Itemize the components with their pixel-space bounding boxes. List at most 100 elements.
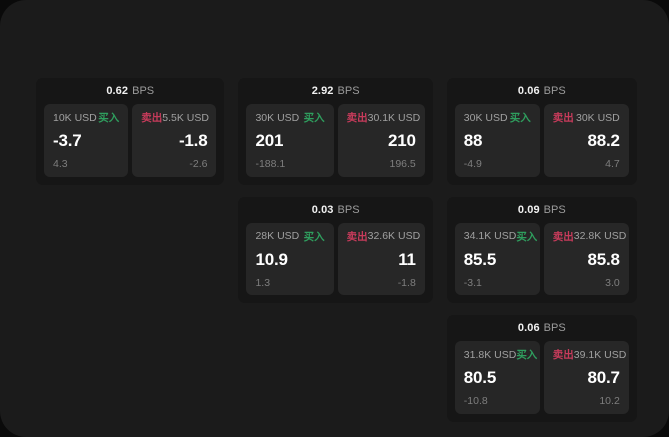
- sell-price: 80.7: [587, 368, 620, 387]
- buy-size-label: 31.8K USD: [463, 348, 517, 361]
- buy-size-label: 30K USD: [255, 111, 300, 124]
- quote-column-1: 0.62 BPS 10K USD 买入 -3.7 4.3 卖出: [36, 78, 225, 422]
- sell-size-label: 39.1K USD: [573, 348, 627, 361]
- sell-panel-header: 卖出 30K USD: [552, 111, 620, 125]
- buy-panel-header: 34.1K USD 买入: [463, 230, 538, 243]
- buy-delta: -188.1: [255, 158, 286, 170]
- sell-panel-header: 卖出 30.1K USD: [346, 111, 421, 125]
- bps-value: 0.03: [311, 203, 334, 216]
- sell-panel[interactable]: 卖出 39.1K USD 80.7 10.2: [543, 341, 629, 414]
- sell-delta: 3.0: [605, 276, 620, 289]
- sell-size-label: 5.5K USD: [162, 111, 209, 124]
- buy-delta: 1.3: [255, 276, 271, 289]
- sell-price: 88.2: [587, 131, 620, 150]
- quote-card[interactable]: 0.62 BPS 10K USD 买入 -3.7 4.3 卖出: [36, 78, 225, 185]
- card-body: 30K USD 买入 201 -188.1 卖出 30.1K USD 210 1…: [238, 104, 432, 185]
- sell-panel[interactable]: 卖出 30K USD 88.2 4.7: [543, 104, 629, 177]
- card-header: 2.92 BPS: [238, 78, 433, 104]
- sell-panel[interactable]: 卖出 32.6K USD 11 -1.8: [337, 222, 425, 295]
- sell-size-label: 32.6K USD: [367, 230, 421, 242]
- card-header: 0.06 BPS: [446, 78, 637, 104]
- sell-price: 85.8: [587, 249, 620, 269]
- buy-panel-header: 10K USD 买入: [53, 111, 120, 125]
- quote-card[interactable]: 0.03 BPS 28K USD 买入 10.9 1.3 卖出: [238, 196, 433, 304]
- sell-action-label[interactable]: 卖出: [552, 349, 574, 361]
- card-header: 0.06 BPS: [446, 315, 637, 341]
- buy-size-label: 34.1K USD: [463, 230, 517, 242]
- buy-action-label[interactable]: 买入: [516, 349, 538, 361]
- bps-unit-label: BPS: [337, 85, 360, 97]
- buy-panel[interactable]: 31.8K USD 买入 80.5 -10.8: [454, 341, 540, 414]
- buy-panel[interactable]: 30K USD 买入 88 -4.9: [454, 104, 540, 177]
- buy-price: 80.5: [463, 368, 497, 387]
- sell-panel[interactable]: 卖出 30.1K USD 210 196.5: [337, 104, 425, 177]
- buy-delta: 4.3: [53, 158, 68, 170]
- buy-price: 85.5: [463, 249, 497, 269]
- bps-value: 0.06: [517, 85, 540, 97]
- bps-value: 0.09: [517, 203, 540, 216]
- bps-unit-label: BPS: [543, 85, 566, 97]
- bps-unit-label: BPS: [132, 85, 155, 97]
- buy-size-label: 30K USD: [463, 111, 508, 124]
- buy-price: 88: [463, 131, 483, 150]
- card-body: 10K USD 买入 -3.7 4.3 卖出 5.5K USD -1.8 -2.…: [36, 104, 224, 185]
- buy-panel[interactable]: 10K USD 买入 -3.7 4.3: [44, 104, 129, 177]
- sell-delta: 10.2: [599, 395, 620, 407]
- sell-panel[interactable]: 卖出 5.5K USD -1.8 -2.6: [132, 104, 217, 177]
- bps-value: 0.62: [106, 85, 129, 97]
- sell-action-label[interactable]: 卖出: [552, 230, 574, 243]
- buy-price: 10.9: [255, 249, 288, 269]
- buy-action-label[interactable]: 买入: [98, 112, 120, 124]
- sell-action-label[interactable]: 卖出: [346, 230, 368, 243]
- sell-panel-header: 卖出 32.6K USD: [346, 230, 421, 243]
- sell-action-label[interactable]: 卖出: [552, 112, 574, 124]
- sell-price: 210: [388, 131, 416, 150]
- card-body: 28K USD 买入 10.9 1.3 卖出 32.6K USD 11 -1.8: [238, 222, 432, 304]
- buy-price: 201: [255, 131, 284, 150]
- buy-panel-header: 31.8K USD 买入: [463, 348, 538, 362]
- quote-column-2: 2.92 BPS 30K USD 买入 201 -188.1 卖出: [238, 78, 433, 422]
- sell-delta: -1.8: [397, 276, 416, 289]
- card-body: 30K USD 买入 88 -4.9 卖出 30K USD 88.2 4.7: [447, 104, 637, 185]
- card-body: 31.8K USD 买入 80.5 -10.8 卖出 39.1K USD 80.…: [447, 341, 637, 422]
- quote-card[interactable]: 0.09 BPS 34.1K USD 买入 85.5 -3.1 卖出: [446, 196, 637, 303]
- buy-panel-header: 28K USD 买入: [255, 230, 324, 243]
- sell-delta: 196.5: [389, 158, 416, 170]
- buy-panel[interactable]: 34.1K USD 买入 85.5 -3.1: [454, 222, 540, 295]
- bps-unit-label: BPS: [543, 322, 566, 334]
- sell-price: -1.8: [178, 131, 208, 150]
- buy-delta: -3.1: [463, 276, 482, 289]
- sell-panel-header: 卖出 32.8K USD: [552, 230, 627, 243]
- card-header: 0.62 BPS: [36, 78, 225, 104]
- sell-size-label: 30.1K USD: [367, 111, 421, 124]
- bps-unit-label: BPS: [337, 203, 360, 216]
- sell-panel-header: 卖出 39.1K USD: [552, 348, 627, 362]
- sell-panel-header: 卖出 5.5K USD: [141, 111, 209, 125]
- buy-action-label[interactable]: 买入: [303, 230, 325, 243]
- card-header: 0.03 BPS: [238, 196, 433, 223]
- sell-price: 11: [398, 249, 416, 269]
- sell-size-label: 32.8K USD: [573, 230, 627, 242]
- sell-delta: -2.6: [189, 158, 208, 170]
- sell-panel[interactable]: 卖出 32.8K USD 85.8 3.0: [543, 222, 629, 295]
- quote-column-3: 0.06 BPS 30K USD 买入 88 -4.9 卖出: [446, 78, 637, 422]
- buy-panel-header: 30K USD 买入: [463, 111, 531, 125]
- buy-panel[interactable]: 30K USD 买入 201 -188.1: [246, 104, 334, 177]
- buy-action-label[interactable]: 买入: [509, 112, 531, 124]
- sell-delta: 4.7: [605, 158, 620, 170]
- quote-card[interactable]: 0.06 BPS 30K USD 买入 88 -4.9 卖出: [446, 78, 637, 185]
- bps-value: 2.92: [311, 85, 334, 97]
- sell-action-label[interactable]: 卖出: [141, 112, 163, 124]
- buy-action-label[interactable]: 买入: [303, 112, 325, 124]
- buy-delta: -10.8: [463, 395, 488, 407]
- sell-action-label[interactable]: 卖出: [346, 112, 368, 124]
- sell-size-label: 30K USD: [576, 111, 620, 124]
- bps-value: 0.06: [517, 322, 540, 334]
- quote-card[interactable]: 0.06 BPS 31.8K USD 买入 80.5 -10.8 卖: [446, 315, 637, 422]
- buy-panel[interactable]: 28K USD 买入 10.9 1.3: [246, 222, 334, 295]
- quote-board: 0.62 BPS 10K USD 买入 -3.7 4.3 卖出: [36, 78, 637, 422]
- quote-card[interactable]: 2.92 BPS 30K USD 买入 201 -188.1 卖出: [238, 78, 433, 185]
- buy-action-label[interactable]: 买入: [516, 230, 538, 243]
- buy-panel-header: 30K USD 买入: [255, 111, 325, 125]
